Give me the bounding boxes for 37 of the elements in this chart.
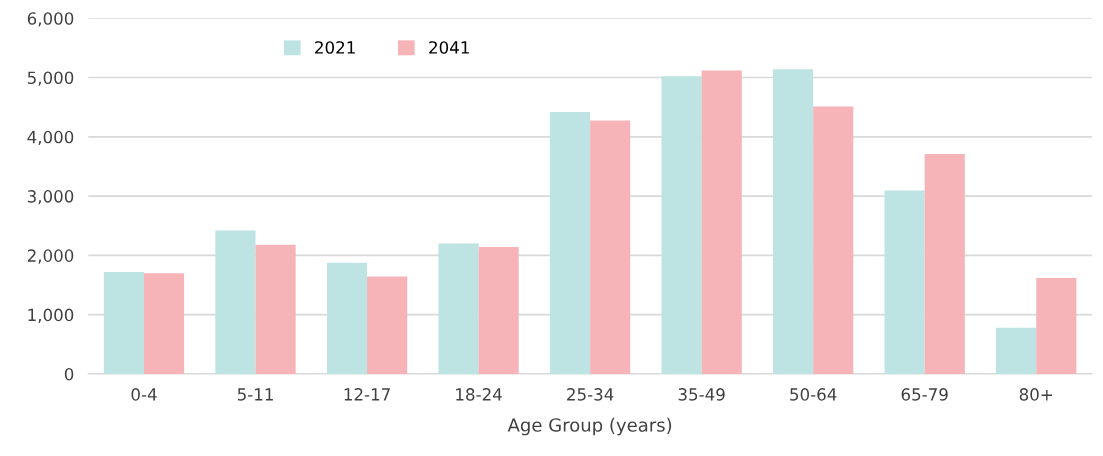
bar	[215, 230, 256, 374]
x-tick-label: 25-34	[567, 388, 614, 401]
bar	[661, 76, 702, 374]
bar	[773, 69, 814, 374]
bar	[996, 327, 1037, 374]
bar	[924, 153, 965, 374]
y-tick-label: 4,000	[27, 130, 74, 146]
y-tick-label: 3,000	[27, 190, 74, 205]
bar	[1036, 277, 1077, 374]
bar	[478, 247, 519, 374]
bar	[438, 243, 479, 374]
x-tick-label: 5-11	[237, 388, 273, 401]
legend-label: 2041	[429, 41, 469, 54]
x-tick-label: 50-64	[790, 388, 837, 401]
y-tick-label: 0	[64, 367, 74, 381]
y-tick-label: 2,000	[27, 249, 74, 264]
y-tick-label: 1,000	[28, 308, 74, 323]
x-tick-label: 80+	[1019, 388, 1053, 401]
bar	[701, 70, 742, 374]
bar	[326, 262, 368, 374]
y-tick-label: 5,000	[27, 71, 74, 86]
legend-label: 2021	[315, 41, 355, 54]
x-axis-title: Age Group (years)	[507, 417, 672, 436]
x-tick-label: 35-49	[678, 388, 725, 401]
x-tick-label: 65-79	[901, 388, 948, 401]
bar	[590, 120, 631, 374]
bar	[255, 244, 296, 374]
y-tick-label: 6,000	[27, 12, 74, 27]
x-tick-label: 18-24	[456, 388, 502, 401]
bar	[103, 271, 144, 374]
x-tick-label: 0-4	[131, 388, 157, 401]
bar	[144, 273, 185, 374]
bar	[884, 190, 925, 374]
bar	[367, 276, 408, 374]
bar	[549, 111, 591, 374]
bar	[813, 106, 854, 374]
x-tick-label: 12-17	[344, 388, 390, 401]
